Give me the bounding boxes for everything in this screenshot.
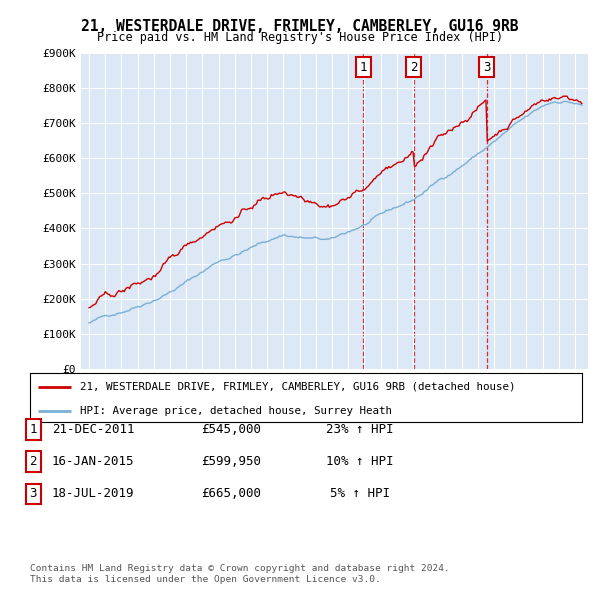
Text: 21, WESTERDALE DRIVE, FRIMLEY, CAMBERLEY, GU16 9RB (detached house): 21, WESTERDALE DRIVE, FRIMLEY, CAMBERLEY… [80,382,515,392]
Text: 18-JUL-2019: 18-JUL-2019 [52,487,134,500]
Text: 16-JAN-2015: 16-JAN-2015 [52,455,134,468]
Text: 3: 3 [29,487,37,500]
Text: HPI: Average price, detached house, Surrey Heath: HPI: Average price, detached house, Surr… [80,406,392,416]
Text: 5% ↑ HPI: 5% ↑ HPI [330,487,390,500]
Text: This data is licensed under the Open Government Licence v3.0.: This data is licensed under the Open Gov… [30,575,381,584]
Text: 1: 1 [29,423,37,436]
Text: 23% ↑ HPI: 23% ↑ HPI [326,423,394,436]
Text: 3: 3 [483,61,490,74]
Text: 10% ↑ HPI: 10% ↑ HPI [326,455,394,468]
Text: 21-DEC-2011: 21-DEC-2011 [52,423,134,436]
Text: 2: 2 [410,61,418,74]
Text: £599,950: £599,950 [201,455,261,468]
Text: 1: 1 [359,61,367,74]
Text: Contains HM Land Registry data © Crown copyright and database right 2024.: Contains HM Land Registry data © Crown c… [30,565,450,573]
Text: £545,000: £545,000 [201,423,261,436]
Text: 2: 2 [29,455,37,468]
Text: £665,000: £665,000 [201,487,261,500]
Text: Price paid vs. HM Land Registry's House Price Index (HPI): Price paid vs. HM Land Registry's House … [97,31,503,44]
Text: 21, WESTERDALE DRIVE, FRIMLEY, CAMBERLEY, GU16 9RB: 21, WESTERDALE DRIVE, FRIMLEY, CAMBERLEY… [81,19,519,34]
